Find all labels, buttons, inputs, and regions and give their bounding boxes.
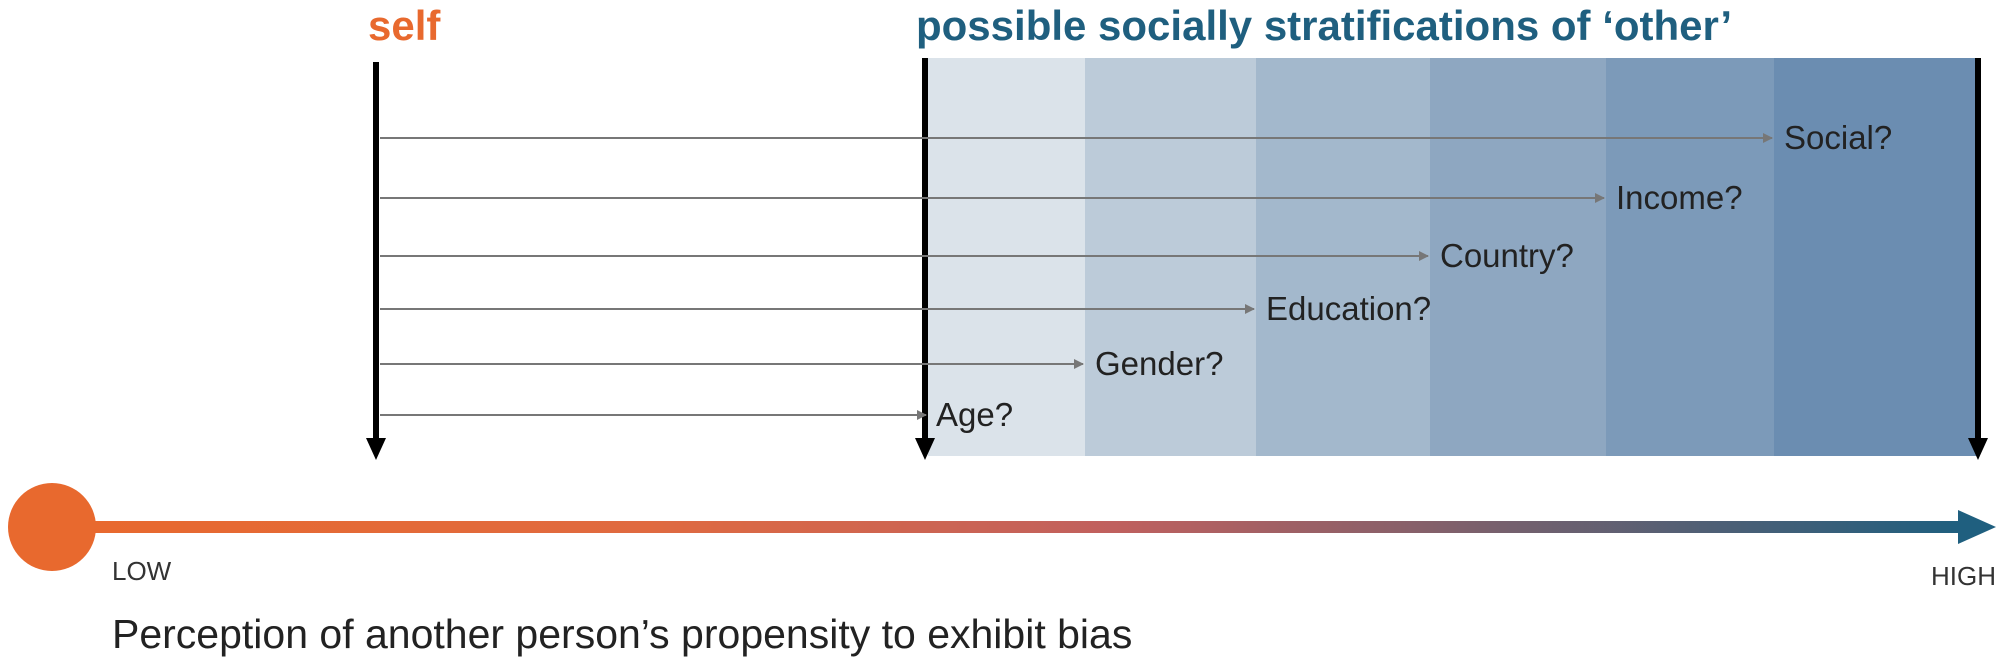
self-title: self: [368, 2, 441, 49]
stratification-bands: [928, 58, 1978, 456]
axis-origin-dot: [8, 483, 96, 571]
other-start-vertical-arrow: [915, 58, 935, 460]
axis-arrowhead: [1958, 510, 1996, 544]
other-title: possible socially stratifications of ‘ot…: [916, 2, 1732, 49]
axis-caption: Perception of another person’s propensit…: [112, 611, 1132, 657]
stratification-band: [1774, 58, 1978, 456]
category-label: Age?: [936, 396, 1013, 433]
self-vertical-arrow: [366, 62, 386, 460]
axis-low-label: LOW: [112, 556, 172, 586]
stratification-band: [1606, 58, 1774, 456]
stratification-band: [1430, 58, 1606, 456]
category-label: Income?: [1616, 179, 1743, 216]
category-label: Social?: [1784, 119, 1892, 156]
category-label: Education?: [1266, 290, 1431, 327]
category-label: Gender?: [1095, 345, 1223, 382]
axis-high-label: HIGH: [1931, 561, 1996, 591]
other-end-vertical-arrow: [1968, 58, 1988, 460]
category-label: Country?: [1440, 237, 1574, 274]
perception-axis: [8, 483, 1996, 571]
category-arrows: Age? Gender? Education?Country? Income? Soci…: [380, 119, 1892, 433]
